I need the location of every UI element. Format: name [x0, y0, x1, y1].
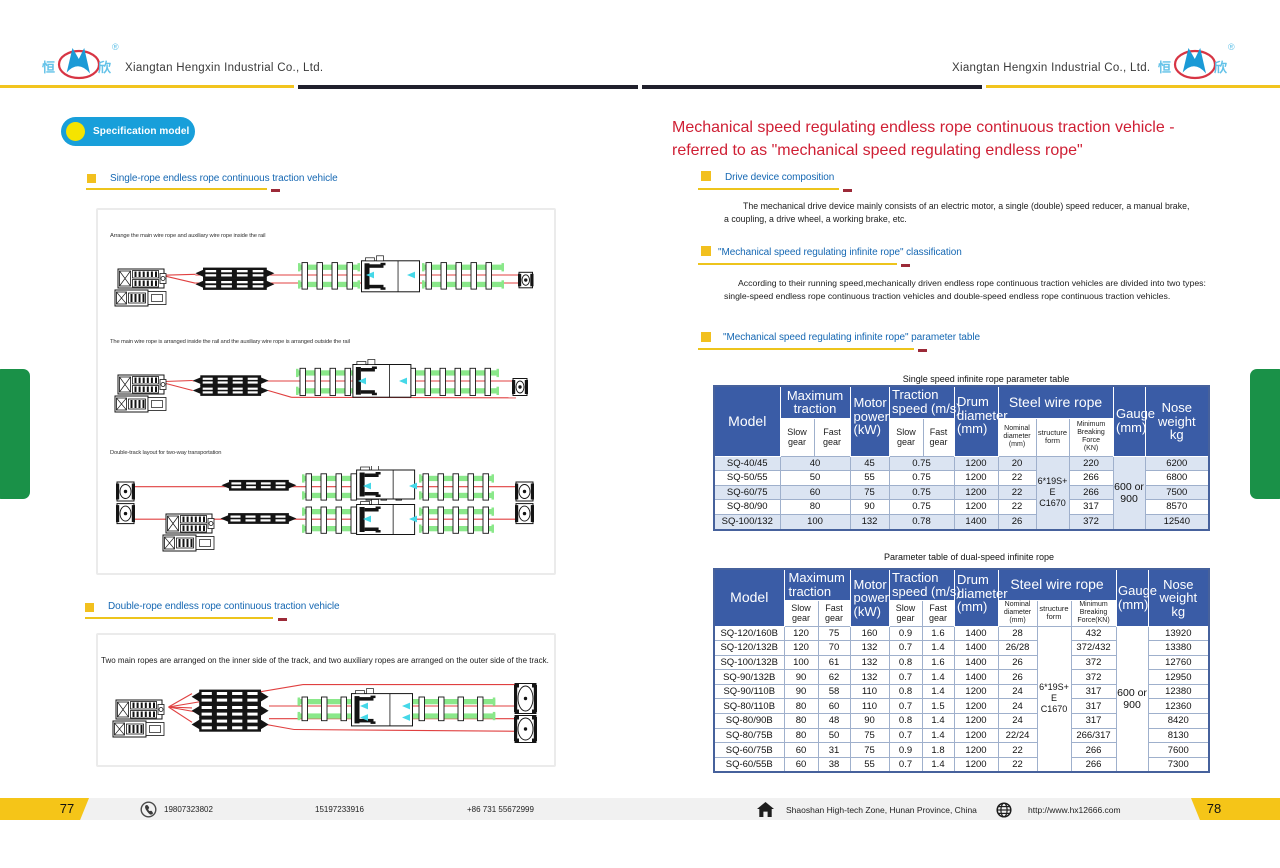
svg-text:欣: 欣	[98, 60, 112, 75]
svg-text:恒: 恒	[1158, 60, 1171, 75]
svg-text:®: ®	[1228, 42, 1235, 52]
svg-text:®: ®	[112, 42, 119, 52]
svg-text:欣: 欣	[1214, 60, 1228, 75]
svg-text:恒: 恒	[42, 60, 55, 75]
